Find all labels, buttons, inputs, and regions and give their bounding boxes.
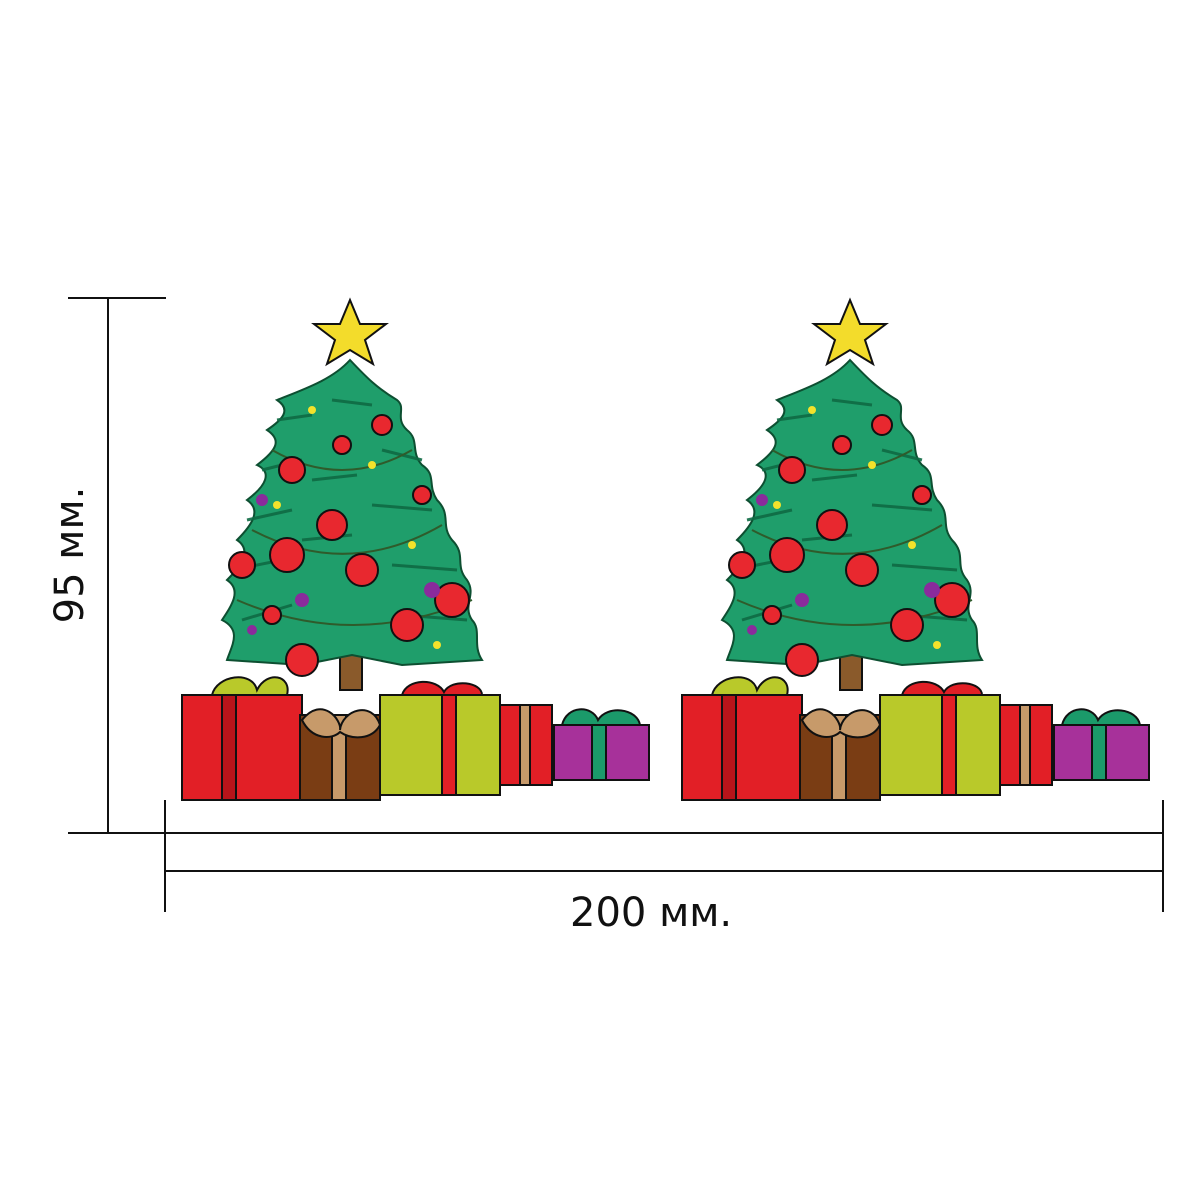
christmas-tree-left	[180, 298, 651, 802]
christmas-tree-right	[680, 298, 1151, 802]
width-dimension-label: 200 мм.	[570, 890, 733, 936]
